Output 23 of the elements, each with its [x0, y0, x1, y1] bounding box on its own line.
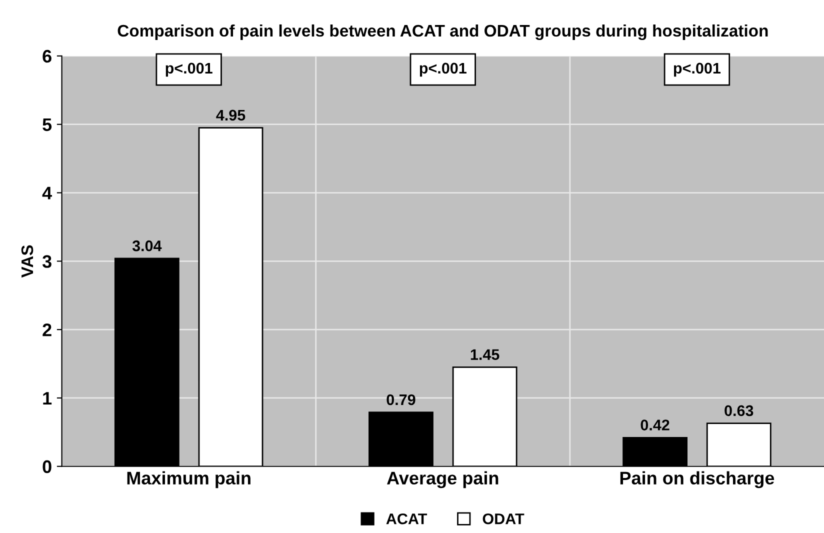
y-tick-label: 2 — [42, 324, 52, 336]
data-label: 0.79 — [386, 394, 416, 406]
legend-label: ODAT — [482, 513, 524, 524]
x-tick-label: Pain on discharge — [620, 471, 774, 488]
y-axis-title: VAS — [21, 245, 34, 278]
y-tick-label: 1 — [43, 392, 52, 405]
y-tick-label: 5 — [42, 118, 52, 132]
y-tick-label: 3 — [42, 255, 52, 268]
data-label: 1.45 — [470, 349, 500, 360]
legend-label: ACAT — [386, 513, 428, 524]
chart-title: Comparison of pain levels between ACAT and ODAT groups during hospitalization — [118, 24, 768, 40]
y-tick-label: 0 — [42, 460, 52, 474]
data-label: 0.42 — [640, 420, 670, 430]
data-label: 3.04 — [132, 240, 162, 252]
x-tick-label: Maximum pain — [127, 471, 250, 488]
annotation: p<.001 — [166, 62, 212, 77]
y-tick-label: 6 — [42, 50, 52, 63]
data-label: 0.63 — [724, 405, 754, 416]
annotation: p<.001 — [420, 62, 466, 77]
data-label: 4.95 — [216, 110, 246, 121]
x-tick-label: Average pain — [386, 471, 498, 488]
y-tick-label: 4 — [42, 186, 52, 200]
annotation: p<.001 — [674, 62, 721, 77]
